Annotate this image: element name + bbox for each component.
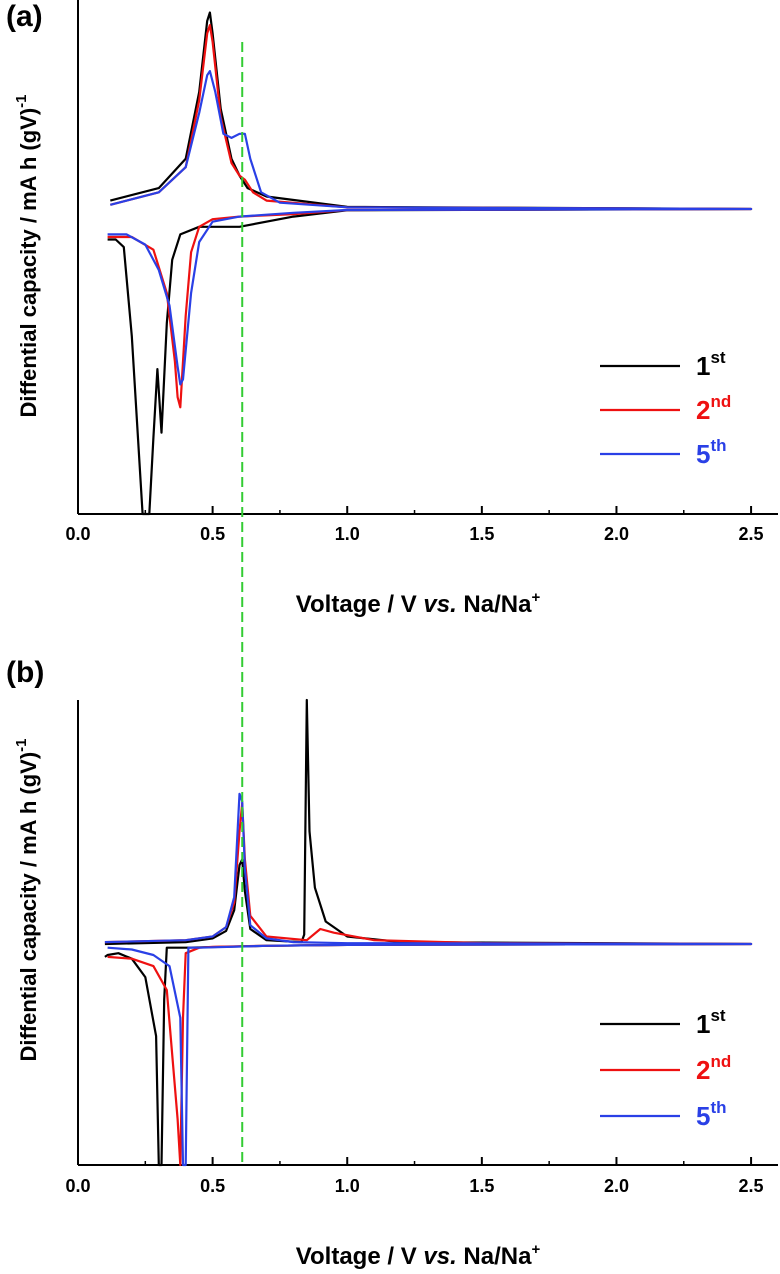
panel-a: (a) 0.0 0.5 1.0 1.5 2.0 2.5 Voltage / V vs. Na/… bbox=[6, 0, 778, 618]
x-tick-label: 2.0 bbox=[604, 524, 629, 544]
series-line-cycle-5 bbox=[104, 792, 753, 1167]
panel-label: (b) bbox=[6, 656, 44, 689]
x-tick-label: 1.5 bbox=[469, 524, 494, 544]
legend-label: 2nd bbox=[696, 392, 731, 425]
x-axis-title: Voltage / V vs. Na/Na+ bbox=[296, 1241, 541, 1270]
panel-label: (a) bbox=[6, 0, 43, 33]
series-line-cycle-1 bbox=[104, 698, 753, 1167]
x-axis-title: Voltage / V vs. Na/Na+ bbox=[296, 589, 541, 618]
x-tick-label: 1.5 bbox=[469, 1176, 494, 1196]
series-line-cycle-1 bbox=[107, 11, 753, 516]
legend-label: 5th bbox=[696, 436, 727, 469]
series-line-cycle-2 bbox=[107, 24, 753, 409]
x-tick-label: 2.5 bbox=[739, 524, 764, 544]
series-line-cycle-2 bbox=[104, 802, 753, 1167]
x-tick-label: 2.5 bbox=[739, 1176, 764, 1196]
series-line-cycle-5 bbox=[107, 70, 753, 386]
x-tick-label: 0.0 bbox=[65, 524, 90, 544]
y-axis-title: Diffential capacity / mA h (gV)-1 bbox=[13, 94, 41, 417]
x-tick-label: 0.5 bbox=[200, 524, 225, 544]
legend-label: 1st bbox=[696, 348, 726, 381]
x-tick-label: 1.0 bbox=[335, 1176, 360, 1196]
y-axis-title: Diffential capacity / mA h (gV)-1 bbox=[13, 738, 41, 1061]
panel-b: (b) 0.0 0.5 1.0 1.5 2.0 2.5 Voltage / V vs. Na/… bbox=[6, 656, 778, 1270]
x-tick-label: 0.0 bbox=[65, 1176, 90, 1196]
legend-label: 1st bbox=[696, 1006, 726, 1039]
legend-label: 2nd bbox=[696, 1052, 731, 1085]
x-tick-label: 1.0 bbox=[335, 524, 360, 544]
x-tick-label: 0.5 bbox=[200, 1176, 225, 1196]
legend-label: 5th bbox=[696, 1098, 727, 1131]
x-tick-label: 2.0 bbox=[604, 1176, 629, 1196]
